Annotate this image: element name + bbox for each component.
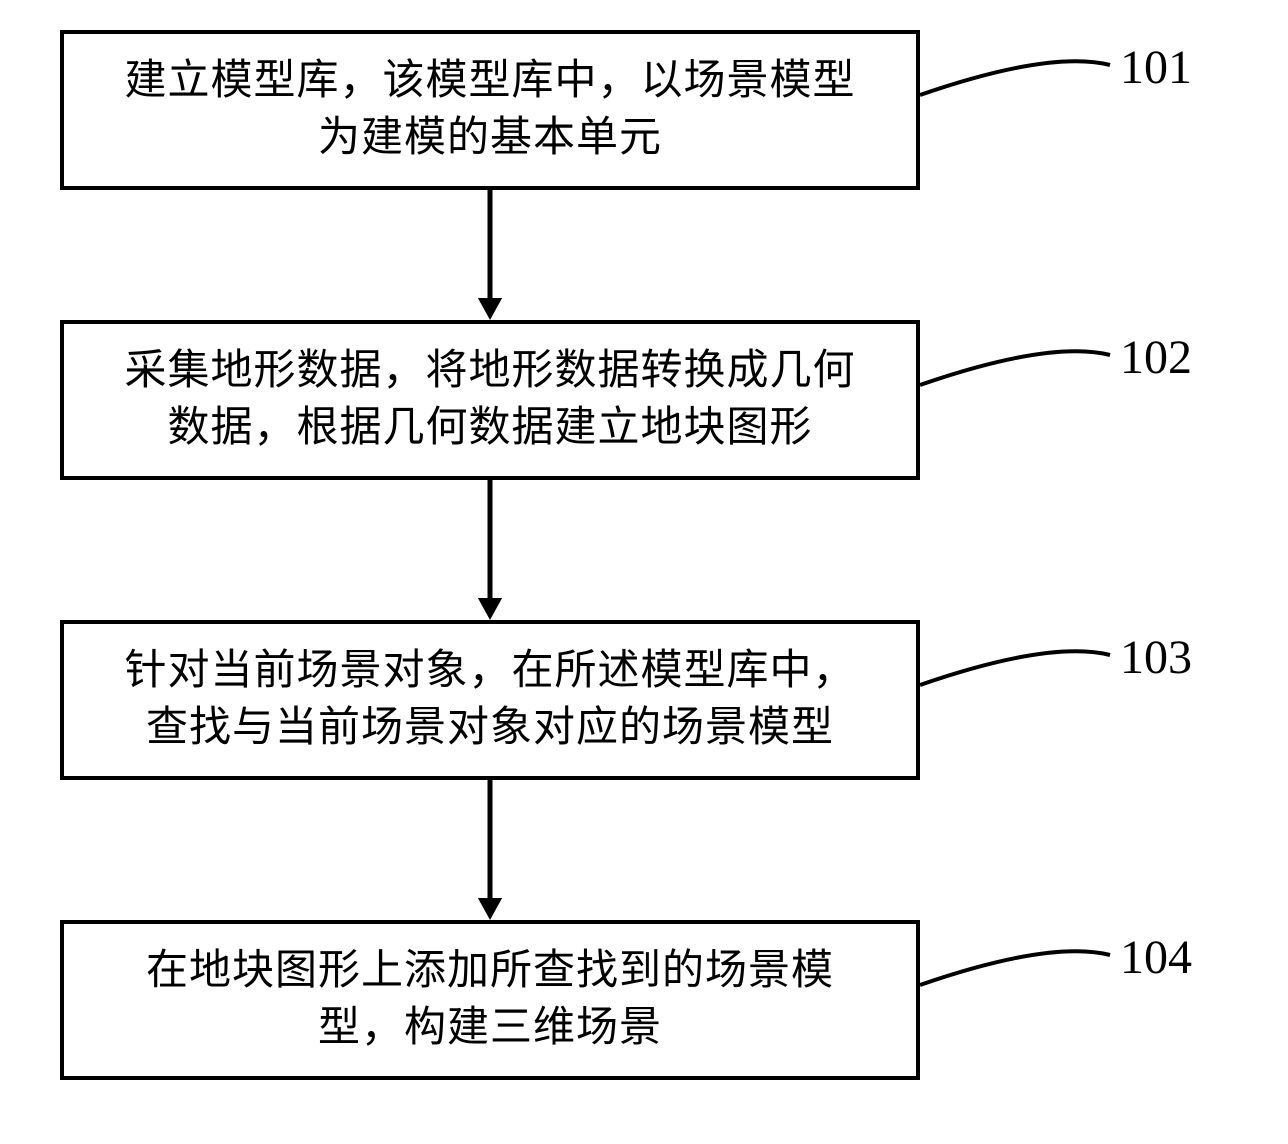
flow-node-2-line2: 数据，根据几何数据建立地块图形 — [167, 405, 812, 451]
flowchart-canvas: 建立模型库，该模型库中，以场景模型 为建模的基本单元 101 采集地形数据，将地… — [0, 0, 1288, 1144]
flow-node-4-line2: 型，构建三维场景 — [318, 1005, 662, 1051]
flow-node-2-line1: 采集地形数据，将地形数据转换成几何 — [124, 348, 855, 394]
step-label-103: 103 — [1120, 630, 1192, 685]
flow-node-2: 采集地形数据，将地形数据转换成几何 数据，根据几何数据建立地块图形 — [60, 320, 920, 480]
flow-node-4-line1: 在地块图形上添加所查找到的场景模 — [146, 948, 834, 994]
flow-node-3-text: 针对当前场景对象，在所述模型库中， 查找与当前场景对象对应的场景模型 — [84, 643, 896, 756]
flow-node-3-line2: 查找与当前场景对象对应的场景模型 — [146, 705, 834, 751]
step-label-104: 104 — [1120, 930, 1192, 985]
step-label-101: 101 — [1120, 40, 1192, 95]
flow-node-1-text: 建立模型库，该模型库中，以场景模型 为建模的基本单元 — [84, 53, 896, 166]
step-label-102: 102 — [1120, 330, 1192, 385]
flow-node-4-text: 在地块图形上添加所查找到的场景模 型，构建三维场景 — [84, 943, 896, 1056]
flow-node-1-line1: 建立模型库，该模型库中，以场景模型 — [124, 58, 855, 104]
flow-node-3-line1: 针对当前场景对象，在所述模型库中， — [124, 648, 855, 694]
flow-node-2-text: 采集地形数据，将地形数据转换成几何 数据，根据几何数据建立地块图形 — [84, 343, 896, 456]
flow-node-1-line2: 为建模的基本单元 — [318, 115, 662, 161]
flow-node-3: 针对当前场景对象，在所述模型库中， 查找与当前场景对象对应的场景模型 — [60, 620, 920, 780]
flow-node-1: 建立模型库，该模型库中，以场景模型 为建模的基本单元 — [60, 30, 920, 190]
flow-node-4: 在地块图形上添加所查找到的场景模 型，构建三维场景 — [60, 920, 920, 1080]
